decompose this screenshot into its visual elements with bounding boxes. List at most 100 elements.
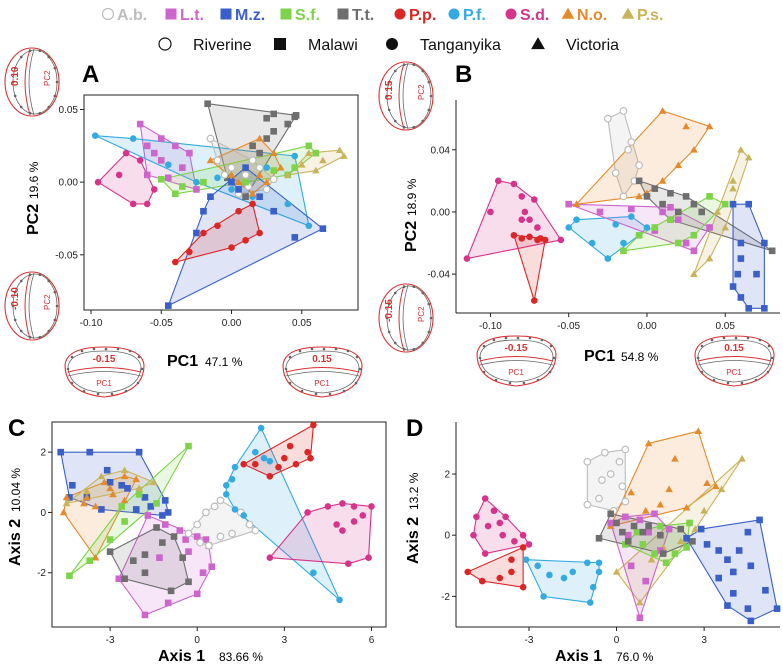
point-n-o — [80, 499, 88, 507]
points-b — [463, 106, 776, 312]
point-s-f — [674, 239, 682, 247]
point-l-t — [674, 216, 682, 224]
point-n-o — [91, 502, 100, 510]
landmark-dot — [402, 285, 406, 289]
hulls-c — [60, 424, 373, 616]
landmark-dot — [322, 347, 326, 351]
point-p-s — [297, 160, 306, 168]
axis-title-c-y: Axis 2 10.04 % — [7, 468, 24, 566]
landmark-dot — [334, 347, 338, 351]
point-p-p — [508, 556, 515, 563]
point-n-o — [234, 178, 243, 186]
point-s-f — [651, 550, 658, 557]
landmark-dot — [358, 367, 362, 371]
hulls-b — [466, 110, 773, 309]
legend-label-n-o: N.o. — [577, 7, 607, 24]
landmark-dot — [402, 125, 406, 129]
landmark-dot — [758, 338, 762, 342]
axis-title-a-x: PC1 47.1 % — [167, 353, 243, 370]
point-l-t — [651, 510, 658, 518]
axis-title-b-x: PC1 54.8 % — [584, 348, 659, 365]
legend-marker-p-s — [621, 7, 635, 19]
point-a-b — [210, 502, 219, 511]
hull-p-s-a — [287, 149, 345, 176]
landmark-dot — [38, 273, 42, 277]
inset-axis-label: PC2 — [43, 294, 52, 310]
svg-text:PC2: PC2 — [403, 221, 420, 252]
point-p-f — [586, 599, 594, 606]
landmark-dot — [314, 392, 318, 396]
point-a-b — [603, 114, 612, 123]
point-p-f — [263, 164, 270, 171]
panel-d: -3 0 3 -2 0 2 — [441, 422, 781, 646]
landmark-dot — [429, 316, 433, 320]
point-a-b — [251, 526, 260, 535]
landmark-dot — [55, 304, 59, 308]
landmark-dot — [11, 304, 15, 308]
point-t-t — [153, 524, 160, 531]
landmark-dot — [522, 381, 526, 385]
point-p-f — [228, 186, 235, 193]
landmark-dot — [421, 119, 425, 123]
point-m-z — [69, 482, 76, 489]
point-m-z — [124, 485, 131, 492]
landmark-dot — [47, 55, 51, 59]
landmark-dot — [19, 329, 23, 333]
y-tick-label-a: -0.05 — [55, 250, 78, 261]
axis-title-a-y: PC2 19.6 % — [25, 161, 42, 235]
inset-value-label: -0.15 — [93, 354, 116, 365]
point-s-d — [365, 554, 372, 561]
point-n-o — [694, 427, 703, 435]
point-n-o — [227, 171, 236, 178]
point-p-p — [214, 222, 221, 230]
point-p-s — [135, 484, 143, 492]
landmark-dot — [328, 392, 332, 396]
point-p-s — [713, 208, 722, 215]
landmark-dot — [492, 338, 496, 342]
hull-m-z-a — [167, 167, 324, 307]
point-t-t — [645, 522, 652, 530]
landmark-dot — [387, 330, 391, 334]
x-tick-label-d: 0 — [614, 635, 620, 646]
point-m-z — [745, 305, 752, 312]
point-p-f — [231, 463, 239, 471]
point-s-d — [350, 518, 358, 525]
point-l-t — [186, 149, 193, 157]
landmark-dot — [766, 370, 770, 374]
point-m-z — [103, 466, 111, 474]
axis-title-d-y: Axis 2 13.2 % — [405, 472, 422, 564]
point-s-d — [490, 507, 498, 515]
point-a-b — [269, 175, 278, 184]
point-m-z — [761, 305, 768, 312]
landmark-dot — [38, 111, 42, 115]
point-t-t — [249, 142, 256, 150]
point-p-p — [200, 229, 207, 237]
point-s-d — [324, 503, 332, 510]
landmark-dot — [19, 279, 23, 283]
landmark-dot — [427, 108, 431, 112]
legend-marker-p-f — [448, 8, 460, 20]
landmark-dot — [548, 370, 552, 374]
landmark-dot — [38, 335, 42, 339]
point-m-z — [98, 506, 105, 513]
point-s-d — [518, 193, 526, 200]
point-m-z — [773, 605, 781, 612]
legend: A.b. L.t. M.z. S.f. T.t. P.p. P.f. S.d. N.o. P.s.… — [101, 7, 663, 54]
axis-title-c-x: Axis 1 83.66 % — [158, 648, 263, 664]
landmark-dot — [355, 355, 359, 359]
landmark-dot — [53, 66, 57, 70]
point-s-d — [129, 200, 137, 208]
landmark-dot — [482, 344, 486, 348]
point-p-p — [172, 258, 179, 266]
point-p-s — [319, 156, 327, 164]
point-p-p — [292, 460, 300, 468]
landmark-dot — [734, 336, 738, 340]
landmark-dot — [55, 80, 59, 84]
landmark-dot — [70, 381, 74, 385]
point-p-p — [235, 207, 242, 215]
point-s-f — [179, 183, 186, 190]
point-a-b — [206, 134, 215, 143]
point-p-f — [231, 506, 239, 513]
landmark-dot — [504, 336, 508, 340]
